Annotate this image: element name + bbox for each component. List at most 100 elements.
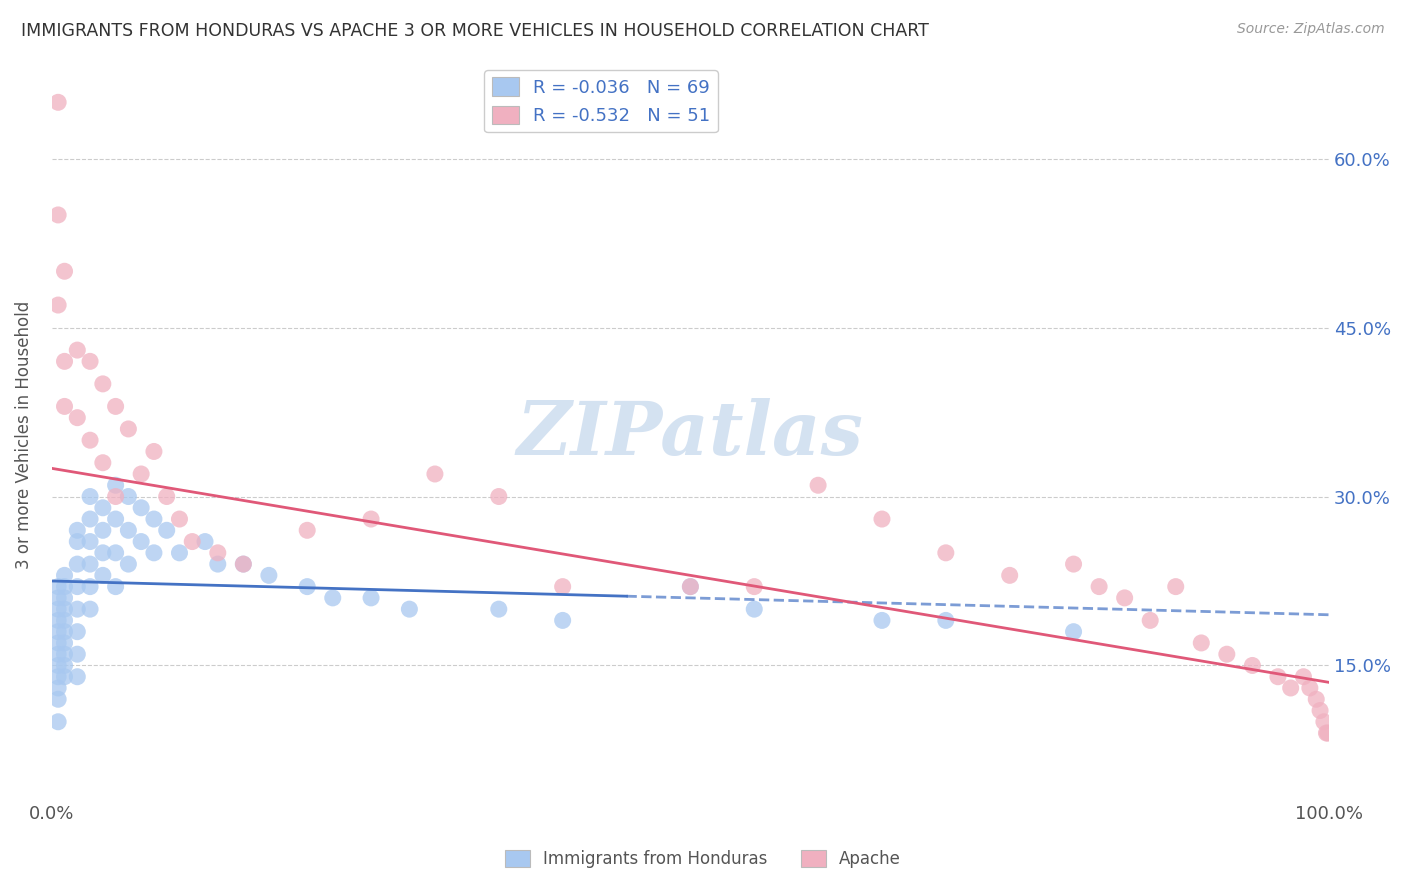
Point: [66, 410, 89, 425]
Point: [46, 602, 69, 616]
Point: [46, 614, 69, 628]
Point: [79, 354, 101, 368]
Point: [53, 647, 76, 661]
Point: [551, 614, 574, 628]
Point: [1189, 636, 1212, 650]
Point: [79, 512, 101, 526]
Point: [194, 534, 217, 549]
Point: [66, 557, 89, 571]
Point: [1088, 580, 1111, 594]
Point: [551, 580, 574, 594]
Point: [142, 444, 165, 458]
Point: [488, 490, 510, 504]
Point: [1316, 726, 1339, 740]
Point: [679, 580, 702, 594]
Point: [1216, 647, 1239, 661]
Point: [1305, 692, 1327, 706]
Point: [46, 658, 69, 673]
Legend: R = -0.036   N = 69, R = -0.532   N = 51: R = -0.036 N = 69, R = -0.532 N = 51: [485, 70, 717, 132]
Point: [104, 400, 127, 414]
Point: [46, 636, 69, 650]
Point: [46, 624, 69, 639]
Point: [104, 512, 127, 526]
Point: [46, 647, 69, 661]
Point: [46, 208, 69, 222]
Point: [91, 524, 114, 538]
Point: [66, 343, 89, 357]
Y-axis label: 3 or more Vehicles in Household: 3 or more Vehicles in Household: [15, 301, 32, 569]
Point: [169, 512, 191, 526]
Point: [423, 467, 446, 481]
Point: [46, 714, 69, 729]
Point: [104, 478, 127, 492]
Point: [1309, 704, 1331, 718]
Text: Source: ZipAtlas.com: Source: ZipAtlas.com: [1237, 22, 1385, 37]
Point: [53, 624, 76, 639]
Point: [679, 580, 702, 594]
Point: [1241, 658, 1264, 673]
Point: [742, 602, 765, 616]
Point: [742, 580, 765, 594]
Point: [207, 557, 229, 571]
Point: [53, 636, 76, 650]
Point: [79, 602, 101, 616]
Point: [488, 602, 510, 616]
Point: [295, 524, 318, 538]
Point: [46, 580, 69, 594]
Point: [181, 534, 204, 549]
Point: [257, 568, 280, 582]
Point: [1313, 714, 1336, 729]
Text: IMMIGRANTS FROM HONDURAS VS APACHE 3 OR MORE VEHICLES IN HOUSEHOLD CORRELATION C: IMMIGRANTS FROM HONDURAS VS APACHE 3 OR …: [21, 22, 929, 40]
Point: [53, 264, 76, 278]
Point: [117, 490, 139, 504]
Point: [104, 580, 127, 594]
Point: [129, 534, 152, 549]
Point: [998, 568, 1021, 582]
Point: [117, 524, 139, 538]
Point: [117, 557, 139, 571]
Point: [66, 534, 89, 549]
Point: [1299, 681, 1322, 695]
Point: [1292, 670, 1315, 684]
Point: [79, 433, 101, 447]
Point: [207, 546, 229, 560]
Point: [169, 546, 191, 560]
Point: [79, 490, 101, 504]
Point: [91, 500, 114, 515]
Point: [53, 580, 76, 594]
Point: [295, 580, 318, 594]
Text: ZIPatlas: ZIPatlas: [517, 399, 863, 471]
Point: [117, 422, 139, 436]
Point: [1063, 557, 1085, 571]
Point: [46, 681, 69, 695]
Point: [91, 376, 114, 391]
Point: [66, 580, 89, 594]
Point: [66, 647, 89, 661]
Point: [104, 490, 127, 504]
Point: [53, 670, 76, 684]
Point: [66, 624, 89, 639]
Point: [66, 524, 89, 538]
Point: [79, 534, 101, 549]
Point: [79, 557, 101, 571]
Point: [53, 591, 76, 605]
Point: [398, 602, 420, 616]
Point: [1279, 681, 1302, 695]
Point: [870, 614, 893, 628]
Point: [66, 670, 89, 684]
Point: [807, 478, 830, 492]
Point: [79, 580, 101, 594]
Point: [1164, 580, 1187, 594]
Point: [156, 524, 179, 538]
Point: [156, 490, 179, 504]
Point: [142, 546, 165, 560]
Point: [322, 591, 344, 605]
Point: [1063, 624, 1085, 639]
Point: [360, 591, 382, 605]
Point: [53, 400, 76, 414]
Point: [870, 512, 893, 526]
Point: [935, 546, 957, 560]
Point: [53, 658, 76, 673]
Point: [46, 670, 69, 684]
Point: [53, 354, 76, 368]
